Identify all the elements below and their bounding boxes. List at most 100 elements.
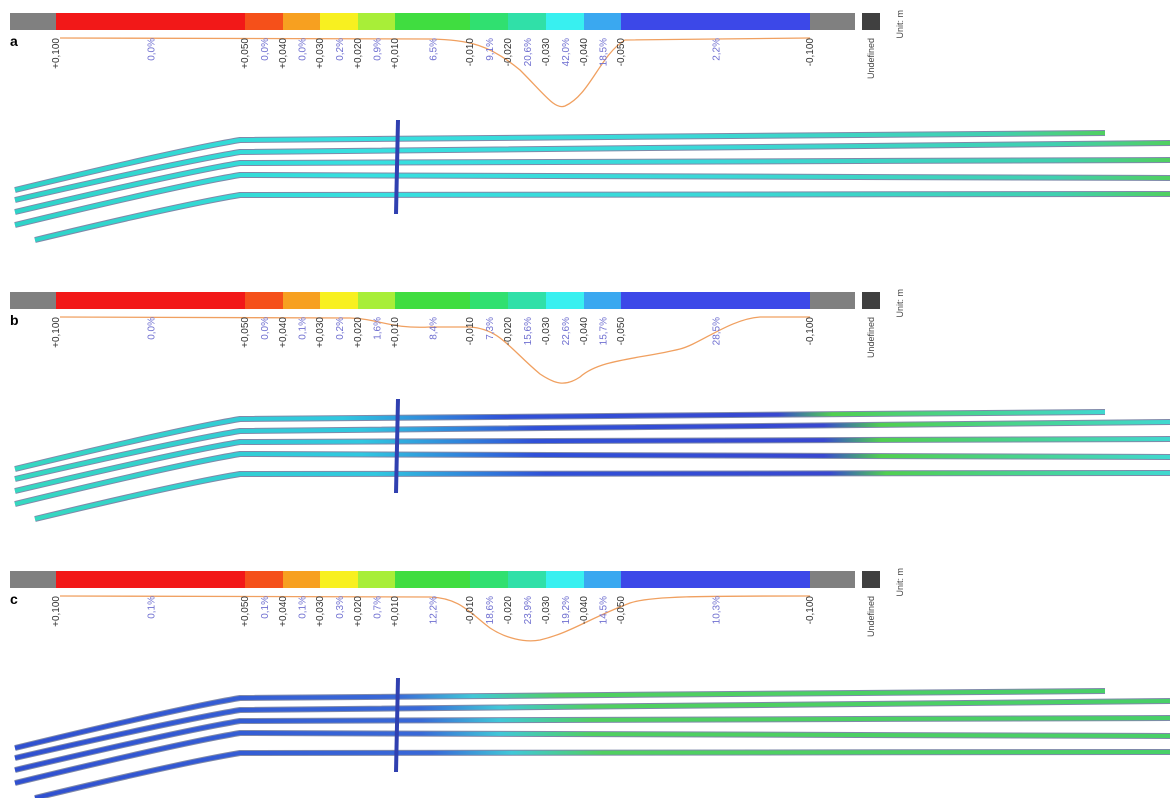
- color-segment: [56, 292, 245, 309]
- tick-label: +0,050: [240, 596, 251, 627]
- tick-label: +0,040: [278, 596, 289, 627]
- cross-section: [396, 399, 398, 493]
- percent-label: 15,6%: [523, 317, 534, 345]
- percent-label: 0,3%: [335, 596, 346, 619]
- color-segment: [245, 13, 283, 30]
- color-segment: [546, 571, 584, 588]
- color-segment: [508, 292, 546, 309]
- panel-label: a: [10, 33, 18, 49]
- undefined-swatch: [10, 292, 56, 309]
- percent-label: 0,2%: [335, 317, 346, 340]
- undefined-label: Undefined: [866, 38, 876, 79]
- point-cloud-strand: [35, 194, 1170, 240]
- color-segment: [320, 292, 358, 309]
- percent-label: 14,5%: [599, 596, 610, 624]
- tick-label: +0,040: [278, 317, 289, 348]
- undefined-box: [862, 571, 880, 588]
- tick-label: -0,100: [805, 596, 816, 625]
- undefined-swatch: [810, 571, 855, 588]
- tick-label: +0,100: [51, 317, 62, 348]
- cross-section: [396, 120, 398, 214]
- percent-label: 6,5%: [429, 38, 440, 61]
- percent-label: 10,3%: [712, 596, 723, 624]
- percent-label: 2,2%: [712, 38, 723, 61]
- percent-label: 18,5%: [599, 38, 610, 66]
- color-segment: [358, 13, 395, 30]
- percent-label: 0,0%: [147, 317, 158, 340]
- tick-label: -0,010: [465, 596, 476, 625]
- panel-label: b: [10, 312, 19, 328]
- tick-label: -0,100: [805, 317, 816, 346]
- percent-label: 20,6%: [523, 38, 534, 66]
- percent-label: 28,5%: [712, 317, 723, 345]
- tick-label: +0,040: [278, 38, 289, 69]
- percent-label: 0,0%: [298, 38, 309, 61]
- page: {"panels": [ {"label": "a", "ticks": ["+…: [0, 0, 1170, 798]
- color-segment: [546, 13, 584, 30]
- tick-label: -0,040: [579, 317, 590, 346]
- percent-label: 0,1%: [147, 596, 158, 619]
- tick-label: -0,100: [805, 38, 816, 67]
- tick-label: +0,010: [390, 317, 401, 348]
- panel: c+0,100+0,050+0,040+0,030+0,020+0,010-0,…: [10, 568, 1170, 798]
- tick-label: +0,020: [353, 596, 364, 627]
- undefined-label: Undefined: [866, 317, 876, 358]
- tick-label: -0,030: [541, 596, 552, 625]
- tick-label: +0,010: [390, 38, 401, 69]
- tick-label: +0,020: [353, 38, 364, 69]
- percent-label: 12,2%: [429, 596, 440, 624]
- percent-label: 7,3%: [485, 317, 496, 340]
- tick-label: +0,030: [315, 38, 326, 69]
- color-segment: [546, 292, 584, 309]
- tick-label: -0,040: [579, 596, 590, 625]
- color-segment: [621, 571, 810, 588]
- percent-label: 0,0%: [260, 38, 271, 61]
- percent-label: 8,4%: [429, 317, 440, 340]
- panel-label: c: [10, 591, 18, 607]
- color-segment: [245, 292, 283, 309]
- point-cloud-strand: [35, 752, 1170, 798]
- tick-label: -0,020: [503, 596, 514, 625]
- figure: a +0,100 +0,050 +0,040 +0,030 +0,020 +0,010 -0,…: [0, 0, 1170, 798]
- percent-label: 0,0%: [147, 38, 158, 61]
- color-segment: [621, 13, 810, 30]
- undefined-box: [862, 292, 880, 309]
- percent-label: 0,2%: [335, 38, 346, 61]
- color-segment: [584, 571, 621, 588]
- undefined-swatch: [810, 292, 855, 309]
- color-segment: [283, 571, 320, 588]
- color-segment: [470, 13, 508, 30]
- unit-label: Unit: m: [895, 568, 905, 597]
- color-segment: [56, 13, 245, 30]
- strand-edge: [15, 454, 1170, 504]
- color-segment: [56, 571, 245, 588]
- color-segment: [320, 13, 358, 30]
- color-segment: [395, 292, 470, 309]
- color-segment: [621, 292, 810, 309]
- unit-label: Unit: m: [895, 289, 905, 318]
- undefined-label: Undefined: [866, 596, 876, 637]
- tick-label: +0,030: [315, 596, 326, 627]
- undefined-swatch: [10, 13, 56, 30]
- color-segment: [395, 13, 470, 30]
- percent-label: 0,7%: [373, 596, 384, 619]
- tick-label: -0,010: [465, 38, 476, 67]
- color-segment: [245, 571, 283, 588]
- panel: b+0,100+0,050+0,040+0,030+0,020+0,010-0,…: [10, 289, 1170, 519]
- color-segment: [358, 571, 395, 588]
- percent-label: 23,9%: [523, 596, 534, 624]
- percent-label: 15,7%: [599, 317, 610, 345]
- percent-label: 0,9%: [373, 38, 384, 61]
- percent-label: 9,1%: [485, 38, 496, 61]
- cross-section: [396, 678, 398, 772]
- percent-label: 18,6%: [485, 596, 496, 624]
- tick-label: -0,050: [616, 38, 627, 67]
- undefined-swatch: [10, 571, 56, 588]
- tick-label: -0,020: [503, 38, 514, 67]
- tick-label: -0,030: [541, 38, 552, 67]
- tick-label: -0,020: [503, 317, 514, 346]
- percent-label: 0,1%: [298, 596, 309, 619]
- percent-label: 0,1%: [298, 317, 309, 340]
- color-segment: [584, 13, 621, 30]
- color-segment: [283, 292, 320, 309]
